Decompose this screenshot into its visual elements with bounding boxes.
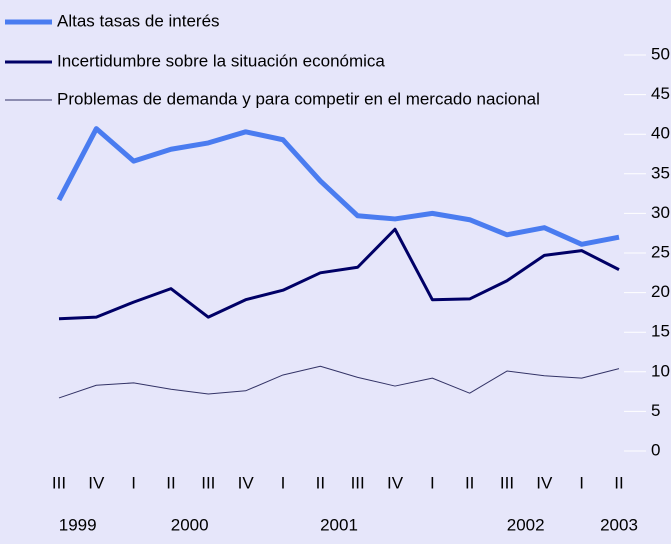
y-tick-label: 35	[651, 163, 670, 182]
y-tick-label: 40	[651, 124, 670, 143]
x-tick-label: II	[614, 473, 623, 492]
y-tick-label: 5	[651, 401, 660, 420]
x-tick-label: III	[500, 473, 514, 492]
x-tick-label: II	[465, 473, 474, 492]
y-tick-label: 20	[651, 282, 670, 301]
y-tick-label: 10	[651, 361, 670, 380]
x-tick-label: I	[131, 473, 136, 492]
x-tick-label: I	[579, 473, 584, 492]
y-tick-label: 0	[651, 440, 660, 459]
x-tick-label: IV	[387, 473, 404, 492]
x-tick-label: IV	[536, 473, 553, 492]
y-tick-label: 30	[651, 203, 670, 222]
series-line	[58, 365, 620, 399]
y-tick-label: 50	[651, 44, 670, 63]
legend-label: Altas tasas de interés	[57, 11, 220, 30]
x-tick-label: I	[281, 473, 286, 492]
year-label: 2001	[320, 515, 358, 534]
x-tick-label: III	[351, 473, 365, 492]
y-tick-label: 45	[651, 84, 670, 103]
legend-label: Incertidumbre sobre la situación económi…	[57, 51, 385, 70]
series-line	[56, 126, 620, 247]
x-tick-label: I	[430, 473, 435, 492]
legend-label: Problemas de demanda y para competir en …	[57, 89, 540, 108]
x-tick-label: III	[201, 473, 215, 492]
year-label: 2000	[171, 515, 209, 534]
x-tick-label: IV	[88, 473, 105, 492]
y-tick-label: 15	[651, 322, 670, 341]
x-tick-label: II	[316, 473, 325, 492]
x-tick-label: III	[52, 473, 66, 492]
series-line	[58, 227, 620, 321]
x-tick-label: II	[166, 473, 175, 492]
y-tick-label: 25	[651, 242, 670, 261]
year-label: 1999	[59, 515, 97, 534]
year-label: 2002	[507, 515, 545, 534]
x-tick-label: IV	[238, 473, 255, 492]
year-label: 2003	[600, 515, 638, 534]
